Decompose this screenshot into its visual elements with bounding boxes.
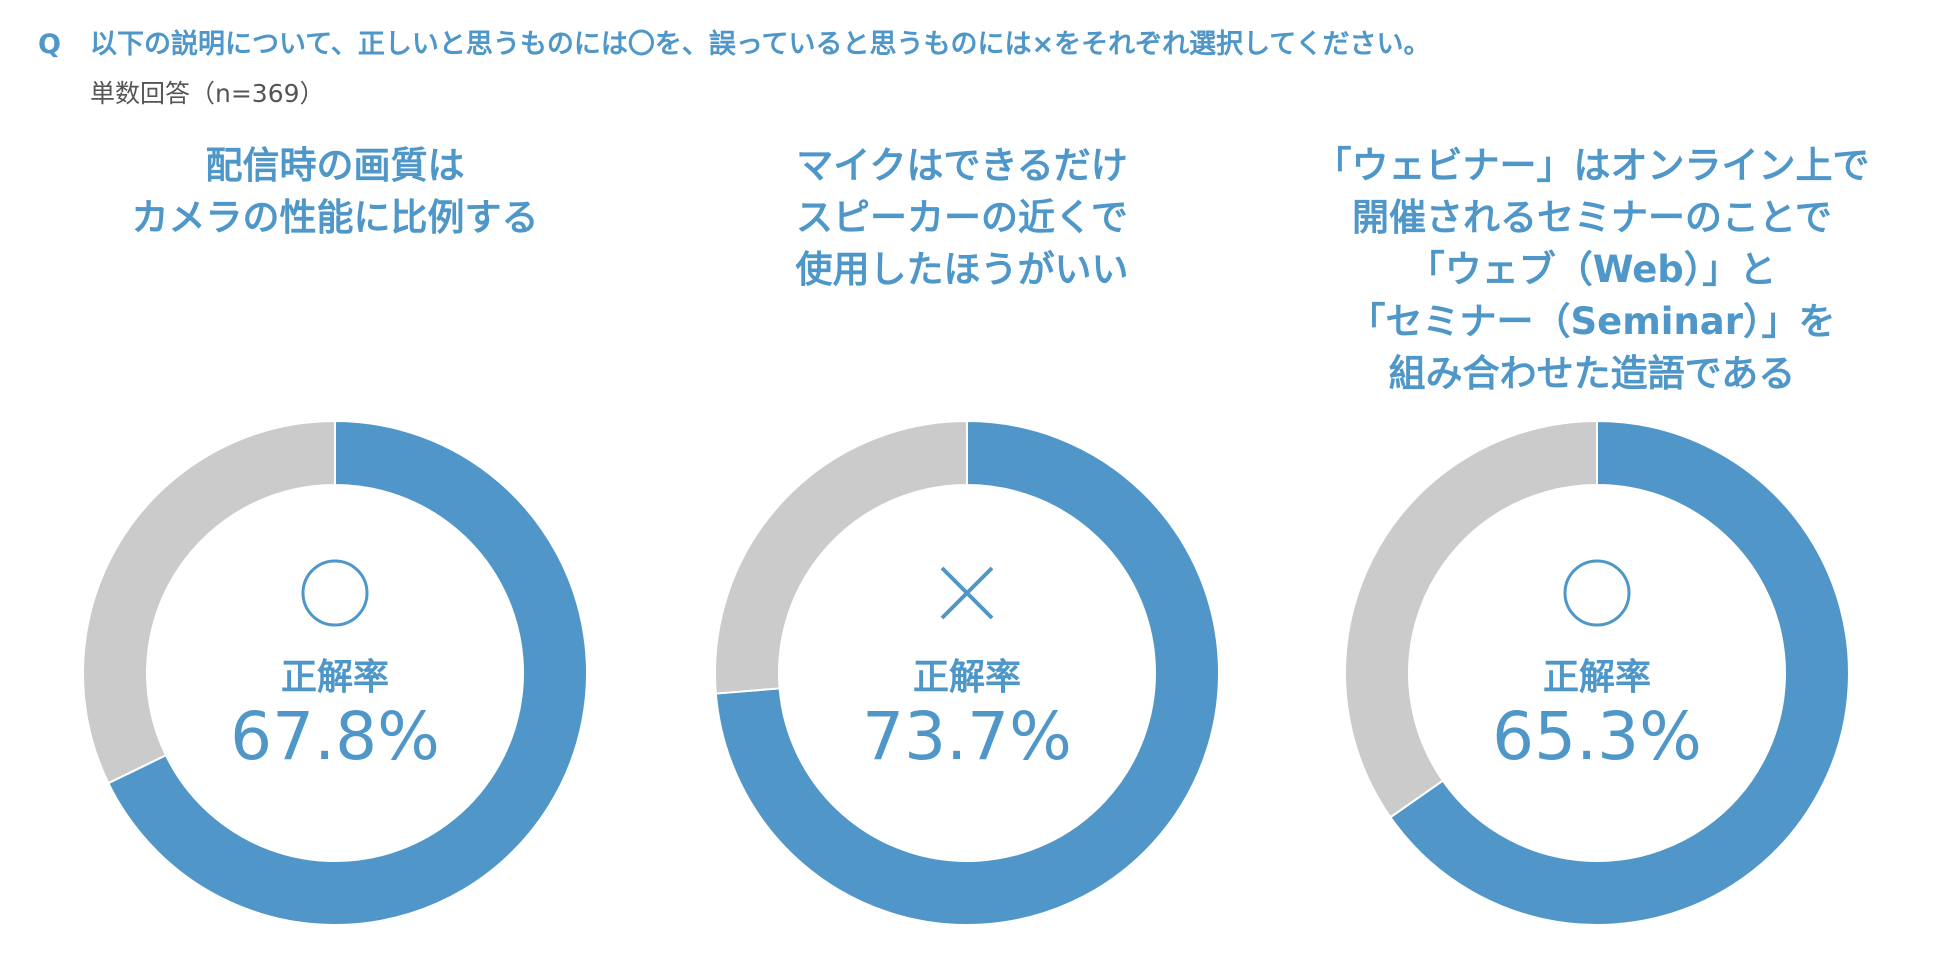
panel-2-title-line-2: マイクはできるだけ: [796, 144, 1128, 187]
donut-slice-correct: [107, 419, 588, 926]
panel-1-title: 配信時の画質は カメラの性能に比例する: [5, 140, 665, 244]
question-line: Q 以下の説明について、正しいと思うものには〇を、誤っていると思うものには×をそれ…: [38, 22, 1431, 61]
panel-2-title: マイクはできるだけ スピーカーの近くで 使用したほうがいい: [632, 140, 1292, 296]
donut-chart-2: [714, 419, 1220, 926]
donut-slice-incorrect: [82, 419, 336, 785]
donut-chart-1: [82, 419, 588, 926]
panel-3-title-line-5: 組み合わせた造語である: [1388, 352, 1796, 395]
panel-3-title-line-4: 「セミナー（Seminar）」を: [1348, 300, 1836, 343]
panel-1-title-line-3: 配信時の画質は: [205, 144, 465, 187]
panel-2-title-line-3: スピーカーの近くで: [796, 196, 1128, 239]
subtitle: 単数回答（n=369）: [90, 79, 325, 108]
question-text: 以下の説明について、正しいと思うものには〇を、誤っていると思うものには×をそれぞ…: [90, 29, 1431, 60]
panel-3-title: 「ウェビナー」はオンライン上で 開催されるセミナーのことで 「ウェブ（Web）」…: [1262, 140, 1922, 400]
panel-1-title-line-4: カメラの性能に比例する: [131, 196, 539, 239]
panel-3-title-line-2: 開催されるセミナーのことで: [1352, 196, 1832, 239]
panel-3-title-line-3: 「ウェブ（Web）」と: [1407, 248, 1777, 291]
donut-slice-incorrect: [714, 419, 968, 695]
donut-slice-correct: [1388, 419, 1850, 926]
donut-slice-incorrect: [1344, 419, 1598, 819]
donut-chart-3: [1344, 419, 1850, 926]
donut-slice-correct: [714, 419, 1220, 926]
panel-2-title-line-4: 使用したほうがいい: [795, 248, 1129, 291]
question-prefix: Q: [38, 29, 61, 60]
panel-3-title-line-1: 「ウェビナー」はオンライン上で: [1314, 144, 1870, 187]
